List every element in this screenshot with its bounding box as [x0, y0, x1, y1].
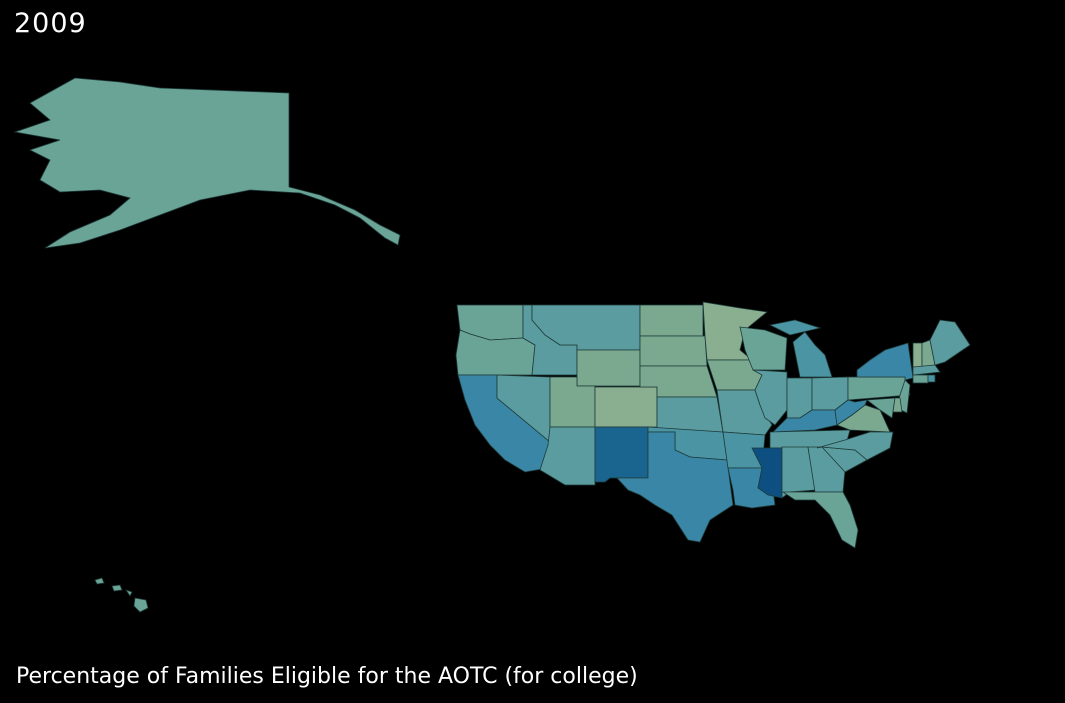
state-mi: [768, 319, 833, 378]
state-mn: [702, 301, 768, 361]
state-wv: [834, 399, 868, 426]
state-ma: [912, 364, 941, 376]
state-md: [865, 397, 896, 419]
state-in: [786, 377, 813, 419]
state-nd: [639, 304, 704, 337]
state-nc: [816, 431, 894, 461]
state-vt: [912, 342, 923, 368]
state-ri: [927, 374, 936, 383]
state-fl: [781, 491, 859, 549]
state-de: [892, 397, 903, 413]
state-me: [929, 319, 971, 366]
year-label: 2009: [14, 8, 87, 39]
state-al: [781, 446, 816, 499]
state-ny: [856, 342, 914, 381]
state-hi: [94, 577, 149, 613]
state-ak: [13, 77, 401, 249]
state-wi: [739, 326, 788, 371]
map-caption: Percentage of Families Eligible for the …: [16, 664, 638, 689]
state-wy: [576, 349, 641, 387]
state-sd: [639, 335, 708, 367]
state-co: [594, 386, 658, 428]
state-nm: [594, 426, 649, 483]
state-ks: [656, 396, 724, 433]
state-ct: [912, 374, 929, 384]
state-tx: [616, 431, 734, 543]
